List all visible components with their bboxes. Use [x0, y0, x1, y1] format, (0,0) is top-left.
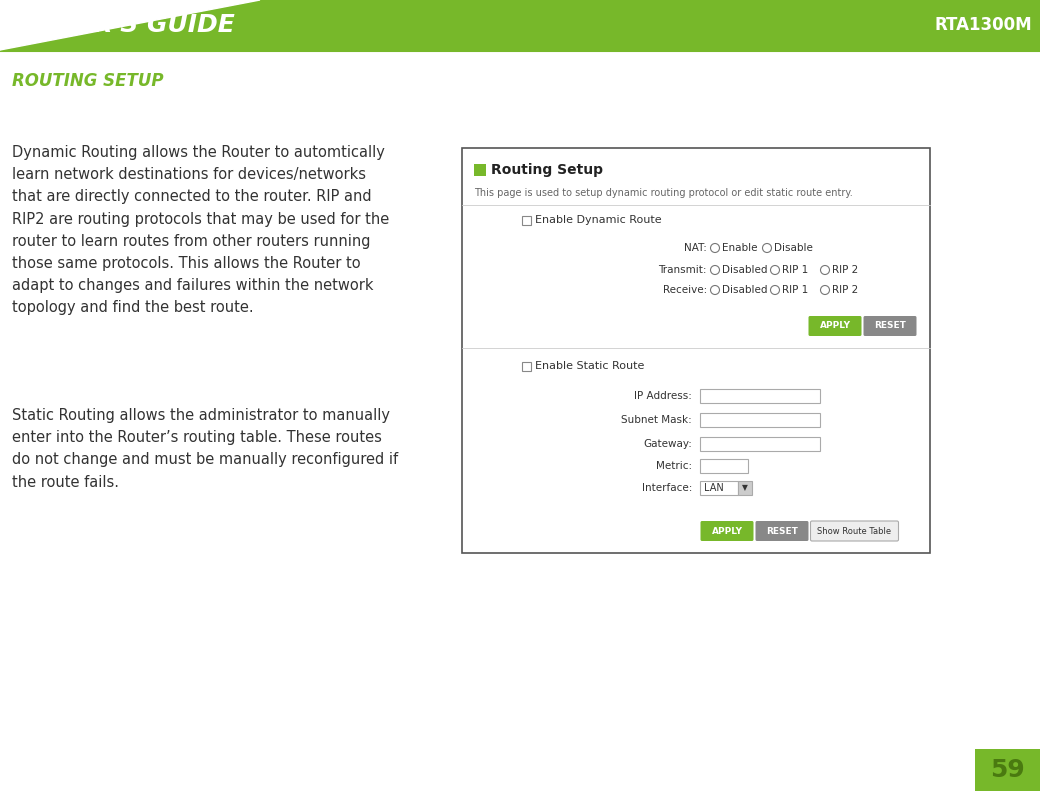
- Text: Enable Dynamic Route: Enable Dynamic Route: [535, 215, 661, 225]
- Bar: [700, 437, 820, 451]
- Text: LAN: LAN: [704, 483, 724, 493]
- Circle shape: [771, 266, 780, 274]
- Text: RIP 2: RIP 2: [832, 285, 858, 295]
- Text: ▼: ▼: [743, 483, 748, 493]
- FancyBboxPatch shape: [810, 521, 899, 541]
- Text: IP Address:: IP Address:: [634, 391, 692, 401]
- FancyBboxPatch shape: [701, 521, 754, 541]
- Text: Disabled: Disabled: [722, 265, 768, 275]
- Bar: [700, 481, 738, 495]
- Polygon shape: [30, 0, 1040, 50]
- Text: Subnet Mask:: Subnet Mask:: [621, 415, 692, 425]
- Circle shape: [710, 266, 720, 274]
- Circle shape: [771, 286, 780, 294]
- Text: APPLY: APPLY: [711, 527, 743, 536]
- Polygon shape: [0, 0, 260, 50]
- FancyBboxPatch shape: [755, 521, 808, 541]
- Text: This page is used to setup dynamic routing protocol or edit static route entry.: This page is used to setup dynamic routi…: [474, 188, 853, 198]
- Text: RTA1300M: RTA1300M: [934, 16, 1032, 34]
- Text: Show Route Table: Show Route Table: [817, 527, 891, 536]
- Bar: [976, 749, 1040, 791]
- Circle shape: [821, 266, 830, 274]
- Bar: [462, 148, 930, 553]
- Text: 59: 59: [990, 758, 1024, 782]
- FancyBboxPatch shape: [863, 316, 916, 336]
- Bar: [522, 215, 531, 225]
- Text: Dynamic Routing allows the Router to automtically
learn network destinations for: Dynamic Routing allows the Router to aut…: [12, 145, 389, 316]
- Text: USER'S GUIDE: USER'S GUIDE: [38, 13, 235, 37]
- Bar: [700, 459, 748, 473]
- Text: RIP 1: RIP 1: [782, 265, 808, 275]
- Text: Enable: Enable: [722, 243, 757, 253]
- Text: Interface:: Interface:: [642, 483, 692, 493]
- Text: Enable Static Route: Enable Static Route: [535, 361, 645, 371]
- Circle shape: [821, 286, 830, 294]
- Text: NAT:: NAT:: [684, 243, 707, 253]
- Text: Gateway:: Gateway:: [643, 439, 692, 449]
- Bar: [474, 164, 486, 176]
- Polygon shape: [0, 0, 1040, 50]
- Bar: [700, 413, 820, 427]
- Text: RIP 2: RIP 2: [832, 265, 858, 275]
- Text: Routing Setup: Routing Setup: [491, 163, 603, 177]
- Text: Metric:: Metric:: [656, 461, 692, 471]
- Text: Disable: Disable: [774, 243, 813, 253]
- Text: Static Routing allows the administrator to manually
enter into the Router’s rout: Static Routing allows the administrator …: [12, 408, 398, 490]
- Bar: [700, 389, 820, 403]
- Text: Disabled: Disabled: [722, 285, 768, 295]
- Text: APPLY: APPLY: [820, 321, 851, 331]
- Bar: [522, 361, 531, 370]
- Circle shape: [710, 244, 720, 252]
- Text: RIP 1: RIP 1: [782, 285, 808, 295]
- Text: ROUTING SETUP: ROUTING SETUP: [12, 72, 163, 90]
- FancyBboxPatch shape: [808, 316, 861, 336]
- Text: RESET: RESET: [874, 321, 906, 331]
- Bar: [0, 0, 1040, 50]
- Polygon shape: [0, 0, 30, 50]
- Text: Transmit:: Transmit:: [658, 265, 707, 275]
- Text: Receive:: Receive:: [662, 285, 707, 295]
- Circle shape: [710, 286, 720, 294]
- Circle shape: [762, 244, 772, 252]
- Bar: [738, 481, 752, 495]
- Text: RESET: RESET: [766, 527, 798, 536]
